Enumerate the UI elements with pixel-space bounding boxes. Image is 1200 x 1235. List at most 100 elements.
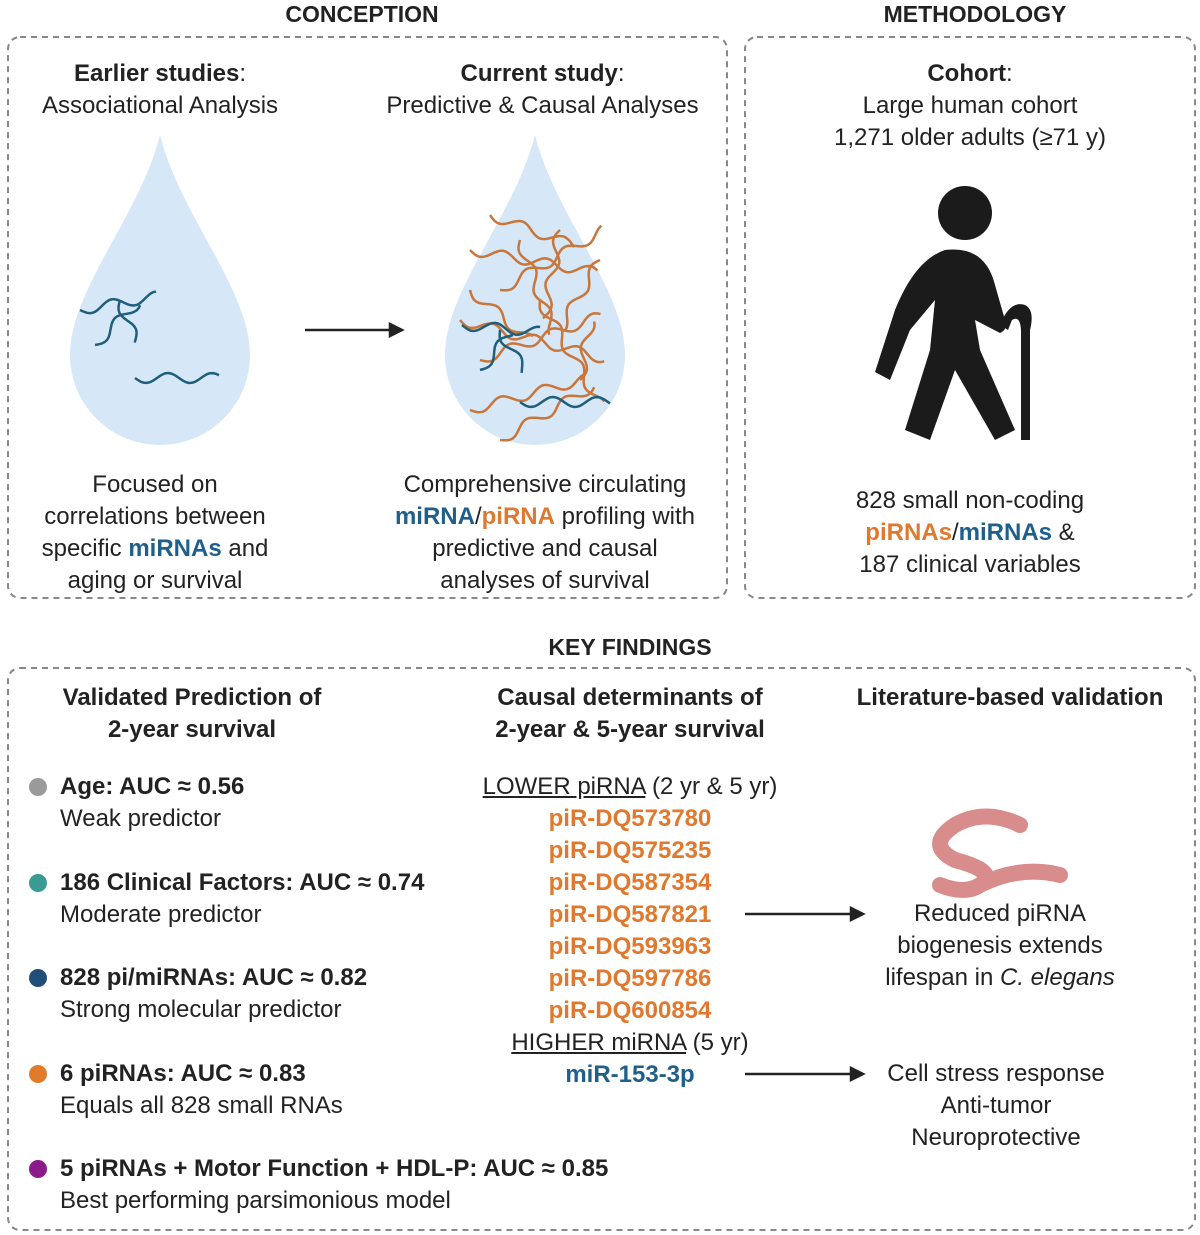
text: Comprehensive circulating	[403, 471, 687, 498]
prediction-item: 828 pi/miRNAs: AUC ≈ 0.82 Strong molecula…	[60, 962, 367, 1026]
text: profiling with	[554, 503, 696, 530]
current-description: Comprehensive circulating miRNA/piRNA pr…	[345, 469, 745, 597]
rna-strand	[479, 312, 601, 363]
text: /	[951, 519, 959, 546]
literature-heading: Literature-based validation	[856, 684, 1164, 711]
text: 2-year survival	[107, 716, 277, 743]
pirna-term: piRNAs	[865, 519, 952, 546]
pirna: piR-DQ597786	[548, 965, 712, 992]
subheading: Associational Analysis	[41, 92, 279, 119]
methodology-box	[744, 36, 1196, 599]
rna-strand	[479, 333, 514, 372]
rna-strand	[499, 224, 603, 292]
text: Causal determinants of	[497, 684, 763, 711]
legend-dot	[29, 874, 47, 892]
text: biogenesis extends	[897, 932, 1103, 959]
text: specific	[41, 535, 129, 562]
text: Neuroprotective	[911, 1124, 1081, 1151]
text: Reduced piRNA	[913, 900, 1087, 927]
rna-strand	[519, 395, 611, 409]
pirna-term: piRNA	[481, 503, 555, 530]
label: 828 pi/miRNAs: AUC ≈ 0.82	[60, 964, 368, 991]
text: Large human cohort	[862, 92, 1078, 119]
group-label: LOWER piRNA	[482, 773, 646, 800]
text: 1,271 older adults (≥71 y)	[834, 124, 1106, 151]
group-note: (5 yr)	[686, 1029, 749, 1056]
worm	[932, 808, 1068, 898]
rna-strand	[134, 371, 220, 385]
subheading: Predictive & Causal Analyses	[386, 92, 699, 119]
pirna: piR-DQ593963	[548, 933, 712, 960]
text: and	[221, 535, 269, 562]
legend-dot	[29, 1065, 47, 1083]
species: C. elegans	[1000, 964, 1115, 991]
rna-strand	[498, 329, 524, 374]
pirna: piR-DQ573780	[548, 805, 712, 832]
section-title: KEY FINDINGS	[548, 634, 712, 660]
rna-strand	[488, 214, 576, 248]
rna-strand	[499, 386, 596, 442]
text: 2-year & 5-year survival	[495, 716, 765, 743]
rna-strand	[469, 373, 586, 414]
heading: Cohort	[927, 60, 1006, 87]
text: analyses of survival	[440, 567, 650, 594]
arrow-head	[849, 905, 866, 923]
colon: :	[1005, 60, 1013, 87]
rna-strand	[117, 299, 138, 343]
note: Weak predictor	[60, 805, 221, 832]
rna-strand	[564, 258, 601, 331]
mirna: miR-153-3p	[565, 1061, 695, 1088]
cohort-header: Cohort: Large human cohort 1,271 older a…	[770, 58, 1170, 154]
rna-strand	[542, 229, 561, 320]
prediction-item: 186 Clinical Factors: AUC ≈ 0.74 Moderate…	[60, 867, 424, 931]
legend-dot	[29, 778, 47, 796]
text: &	[1052, 519, 1075, 546]
note: Strong molecular predictor	[60, 996, 342, 1023]
label: Age: AUC ≈ 0.56	[60, 773, 245, 800]
pirna: piR-DQ600854	[548, 997, 712, 1024]
text: Anti-tumor	[940, 1092, 1052, 1119]
legend-dot	[29, 969, 47, 987]
cell-finding: Cell stress response Anti-tumor Neuropro…	[796, 1058, 1196, 1154]
pirna: piR-DQ587821	[548, 901, 712, 928]
label: 5 piRNAs + Motor Function + HDL-P: AUC ≈…	[60, 1155, 609, 1182]
prediction-item: 6 piRNAs: AUC ≈ 0.83 Equals all 828 small…	[60, 1058, 343, 1122]
legend-dot	[29, 1160, 47, 1178]
prediction-item: 5 piRNAs + Motor Function + HDL-P: AUC ≈…	[60, 1153, 608, 1217]
text: /	[474, 503, 482, 530]
worm-finding: Reduced piRNA biogenesis extends lifespa…	[800, 898, 1200, 994]
conception-box	[7, 36, 728, 599]
pirna: piR-DQ575235	[548, 837, 712, 864]
text: Cell stress response	[887, 1060, 1105, 1087]
rna-strand	[461, 321, 541, 336]
drop	[445, 135, 625, 445]
heading: Current study	[460, 60, 618, 87]
current-header: Current study: Predictive & Causal Analy…	[345, 58, 740, 122]
text: 187 clinical variables	[859, 551, 1081, 578]
earlier-description: Focused on correlations between specific…	[5, 469, 305, 597]
group-note: (2 yr & 5 yr)	[645, 773, 778, 800]
text: 828 small non-coding	[855, 487, 1085, 514]
text: lifespan in	[885, 964, 1000, 991]
mirna-term: miRNAs	[958, 519, 1052, 546]
prediction-heading: Validated Prediction of 2-year survival	[12, 682, 372, 746]
rna-strand	[469, 249, 599, 274]
drop	[70, 135, 250, 445]
label: 6 piRNAs: AUC ≈ 0.83	[60, 1060, 306, 1087]
text: aging or survival	[67, 567, 243, 594]
rna-strand	[579, 321, 596, 381]
earlier-header: Earlier studies: Associational Analysis	[10, 58, 310, 122]
note: Equals all 828 small RNAs	[60, 1092, 343, 1119]
rna-strand	[94, 304, 142, 347]
note: Moderate predictor	[60, 901, 262, 928]
mirna-term: miRNAs	[128, 535, 222, 562]
section-title: CONCEPTION	[285, 1, 439, 27]
text: Focused on	[92, 471, 218, 498]
methodology-description: 828 small non-coding piRNAs/miRNAs & 187…	[770, 485, 1170, 581]
pirna: piR-DQ587354	[548, 869, 712, 896]
rna-strand	[538, 299, 606, 403]
elderly-person	[875, 186, 1032, 440]
label: 186 Clinical Factors: AUC ≈ 0.74	[60, 869, 425, 896]
